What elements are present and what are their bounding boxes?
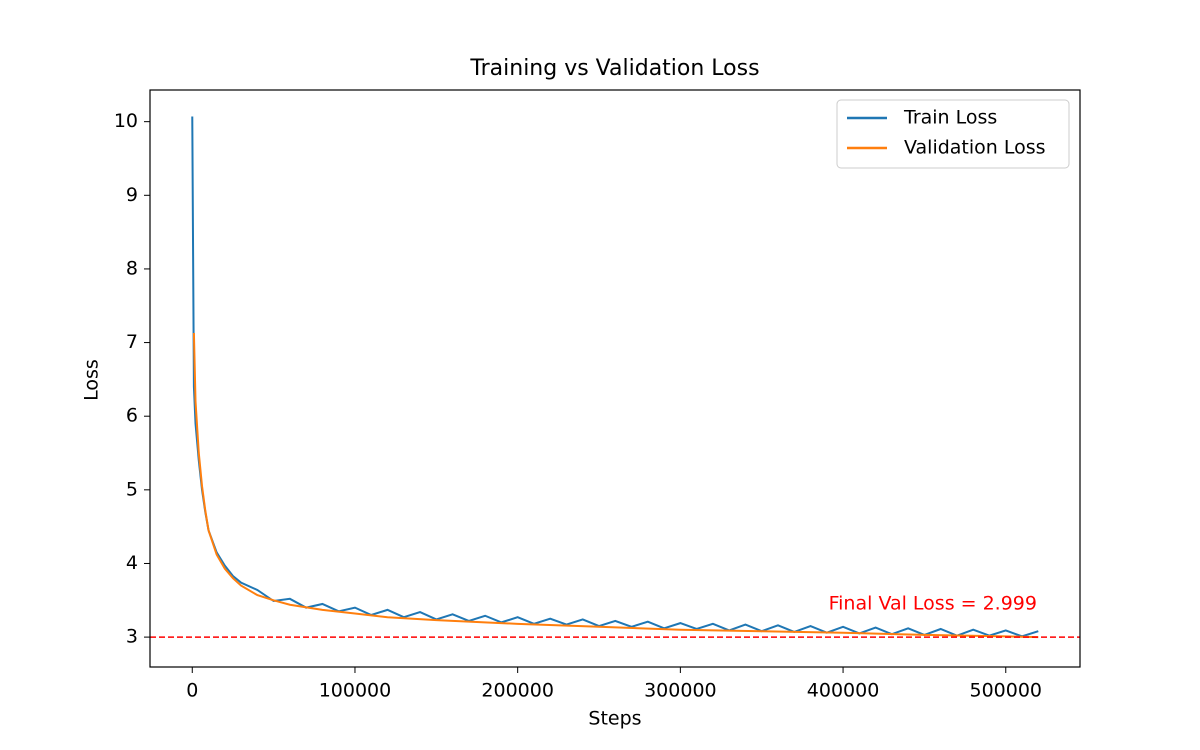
y-tick-label: 6 (126, 405, 138, 427)
chart-title: Training vs Validation Loss (469, 56, 759, 81)
legend-label: Validation Loss (904, 137, 1046, 159)
x-tick-label: 300000 (644, 680, 717, 702)
annotation: Final Val Loss = 2.999 (829, 593, 1037, 615)
x-tick-label: 200000 (481, 680, 554, 702)
legend-label: Train Loss (903, 107, 997, 129)
y-tick-label: 9 (126, 184, 138, 206)
x-tick-label: 100000 (319, 680, 392, 702)
line-series (191, 116, 1039, 638)
y-tick-label: 3 (126, 626, 138, 648)
x-tick-label: 400000 (807, 680, 880, 702)
y-tick-label: 7 (126, 331, 138, 353)
y-tick-label: 4 (126, 552, 138, 574)
axes-frame (149, 89, 1081, 668)
x-tick-label: 0 (186, 680, 198, 702)
legend-box (836, 99, 1070, 169)
y-axis-label: Loss (81, 359, 103, 401)
y-tick-label: 8 (126, 257, 138, 279)
plot-area (191, 116, 1039, 639)
y-tick-label: 10 (114, 110, 138, 132)
y-tick-label: 5 (126, 478, 138, 500)
line-series (192, 332, 1039, 639)
x-axis-label: Steps (588, 708, 641, 730)
x-tick-label: 500000 (969, 680, 1042, 702)
